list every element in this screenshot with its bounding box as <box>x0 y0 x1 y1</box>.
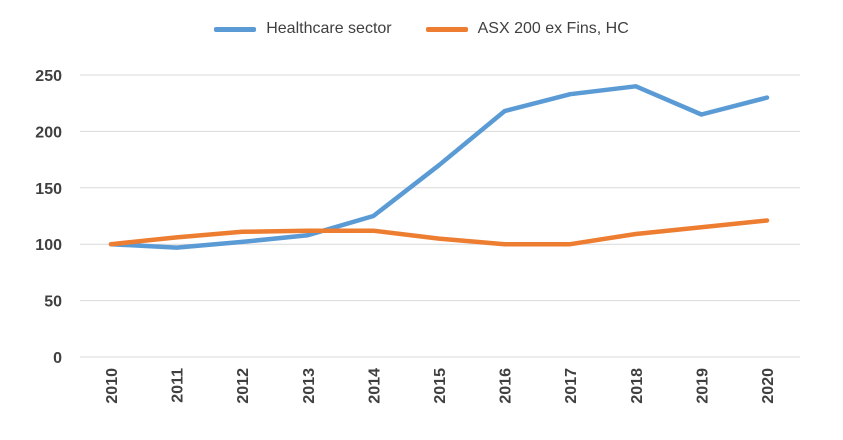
x-axis-ticks: 2010 2011 2012 2013 2014 2015 2016 2017 2018 2019… <box>104 368 777 404</box>
gridlines <box>80 74 800 358</box>
x-tick-label: 2016 <box>498 368 515 404</box>
series-line-healthcare <box>108 84 770 250</box>
x-tick-label: 2012 <box>235 368 252 404</box>
y-axis-ticks: 0 50 100 150 200 250 <box>35 68 62 367</box>
y-tick-label: 0 <box>53 350 62 367</box>
x-tick-label: 2014 <box>366 368 383 404</box>
y-tick-label: 200 <box>35 124 62 141</box>
x-tick-label: 2010 <box>104 368 121 404</box>
x-tick-label: 2011 <box>170 368 187 403</box>
x-tick-label: 2018 <box>629 368 646 404</box>
x-tick-label: 2013 <box>301 368 318 404</box>
y-tick-label: 50 <box>44 294 62 311</box>
legend-label-asx200: ASX 200 ex Fins, HC <box>477 20 629 37</box>
legend-swatch-healthcare <box>214 26 257 32</box>
legend-label-healthcare: Healthcare sector <box>266 20 392 37</box>
legend-item-asx200: ASX 200 ex Fins, HC <box>425 20 629 38</box>
legend: Healthcare sector ASX 200 ex Fins, HC <box>0 20 843 38</box>
y-tick-label: 150 <box>35 181 62 198</box>
x-tick-label: 2020 <box>760 368 777 404</box>
y-tick-label: 250 <box>35 68 62 85</box>
legend-item-healthcare: Healthcare sector <box>214 20 392 38</box>
legend-swatch-asx200 <box>425 26 468 32</box>
x-tick-label: 2017 <box>563 368 580 404</box>
x-tick-label: 2019 <box>694 368 711 404</box>
series-line-asx200 <box>108 218 770 247</box>
x-tick-label: 2015 <box>432 368 449 404</box>
y-tick-label: 100 <box>35 237 62 254</box>
series-lines <box>108 84 770 250</box>
